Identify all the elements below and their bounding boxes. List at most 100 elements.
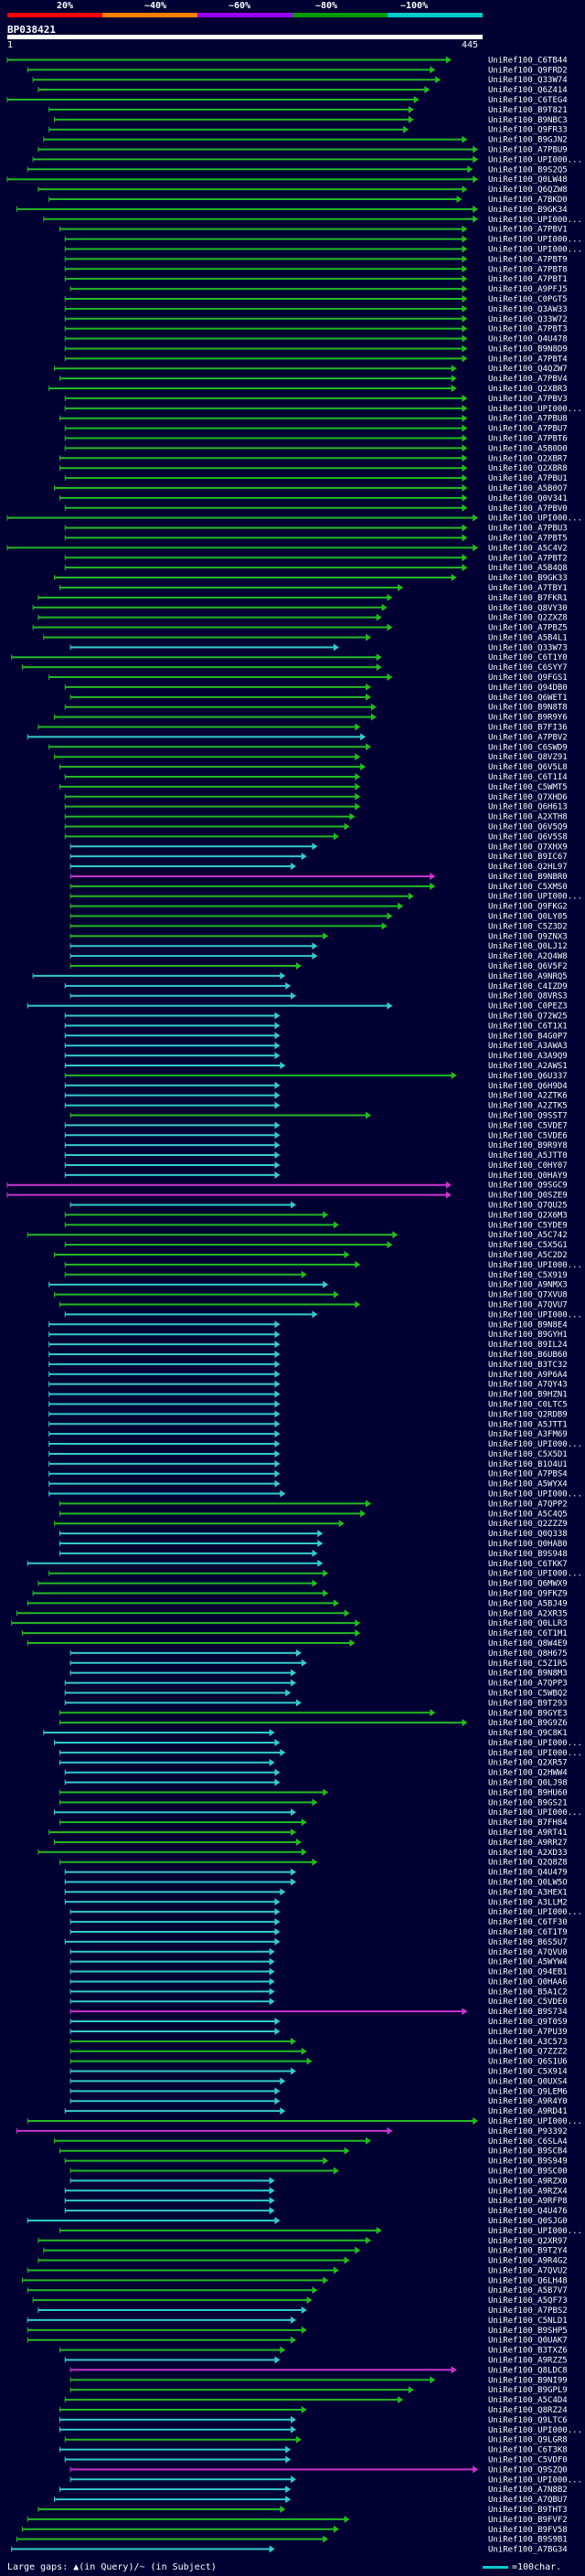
hit-label[interactable]: UniRef100_A2ZTK6: [488, 1092, 568, 1101]
hit-label[interactable]: UniRef100_C6T3K8: [488, 2446, 568, 2455]
hit-label[interactable]: UniRef100_C6SWD9: [488, 743, 568, 752]
hit-label[interactable]: UniRef100_A5C2D2: [488, 1251, 568, 1260]
hit-label[interactable]: UniRef100_A9P6A4: [488, 1371, 568, 1380]
hit-label[interactable]: UniRef100_B9N8M3: [488, 1670, 568, 1679]
hit-label[interactable]: UniRef100_A7PBV1: [488, 226, 568, 235]
hit-label[interactable]: UniRef100_A9R4Y0: [488, 2097, 568, 2106]
hit-label[interactable]: UniRef100_C5X5G1: [488, 1241, 568, 1250]
hit-label[interactable]: UniRef100_A5QF73: [488, 2296, 568, 2306]
hit-label[interactable]: UniRef100_C6TF30: [488, 1918, 568, 1927]
hit-label[interactable]: UniRef100_Q0LJ12: [488, 942, 568, 951]
hit-label[interactable]: UniRef100_A7PBU3: [488, 525, 568, 534]
hit-label[interactable]: UniRef100_A9RFP8: [488, 2197, 568, 2206]
hit-label[interactable]: UniRef100_A7PBT6: [488, 435, 568, 444]
hit-label[interactable]: UniRef100_B9THT3: [488, 2506, 568, 2515]
hit-label[interactable]: UniRef100_Q2RDB9: [488, 1410, 568, 1419]
hit-label[interactable]: UniRef100_A7PBS4: [488, 1470, 568, 1479]
hit-label[interactable]: UniRef100_B9GYH1: [488, 1330, 568, 1340]
hit-label[interactable]: UniRef100_A9NRQ5: [488, 972, 568, 981]
hit-label[interactable]: UniRef100_Q2XR97: [488, 2237, 568, 2246]
hit-label[interactable]: UniRef100_A7PBS2: [488, 2306, 568, 2316]
hit-label[interactable]: UniRef100_C6T1X1: [488, 1022, 568, 1031]
hit-label[interactable]: UniRef100_B9FVF2: [488, 2516, 568, 2525]
hit-label[interactable]: UniRef100_A5C4V2: [488, 544, 568, 553]
hit-label[interactable]: UniRef100_B3TC32: [488, 1361, 568, 1370]
hit-label[interactable]: UniRef100_B9N8T8: [488, 704, 568, 713]
hit-label[interactable]: UniRef100_C5VDE6: [488, 1131, 568, 1140]
hit-label[interactable]: UniRef100_A3LLM2: [488, 1898, 568, 1907]
hit-label[interactable]: UniRef100_B9FV58: [488, 2526, 568, 2535]
hit-label[interactable]: UniRef100_Q0LLR3: [488, 1619, 568, 1628]
hit-label[interactable]: UniRef100_C6T1I4: [488, 773, 568, 782]
hit-label[interactable]: UniRef100_Q0LJ98: [488, 1779, 568, 1788]
hit-label[interactable]: UniRef100_Q4U478: [488, 335, 568, 345]
hit-label[interactable]: UniRef100_C6SLA4: [488, 2137, 568, 2147]
hit-label[interactable]: UniRef100_A7PBT1: [488, 275, 568, 284]
hit-label[interactable]: UniRef100_A3HEX1: [488, 1888, 568, 1897]
hit-label[interactable]: UniRef100_B9GJN2: [488, 136, 568, 145]
hit-label[interactable]: UniRef100_C6TEG4: [488, 96, 568, 105]
hit-label[interactable]: UniRef100_Q9SZQ0: [488, 2465, 568, 2475]
hit-label[interactable]: UniRef100_UPI000...: [488, 405, 582, 414]
hit-label[interactable]: UniRef100_A9RR27: [488, 1839, 568, 1848]
hit-label[interactable]: UniRef100_A7N8B2: [488, 2486, 568, 2495]
hit-label[interactable]: UniRef100_Q2HL97: [488, 863, 568, 872]
hit-label[interactable]: UniRef100_UPI000...: [488, 2227, 582, 2236]
hit-label[interactable]: UniRef100_Q8H675: [488, 1649, 568, 1659]
hit-label[interactable]: UniRef100_B9NBR0: [488, 873, 568, 882]
hit-label[interactable]: UniRef100_C5X914: [488, 2068, 568, 2077]
hit-label[interactable]: UniRef100_C5WBQ2: [488, 1689, 568, 1698]
hit-label[interactable]: UniRef100_A7QPP2: [488, 1500, 568, 1509]
hit-label[interactable]: UniRef100_B9R9Y6: [488, 714, 568, 723]
hit-label[interactable]: UniRef100_A7PBT2: [488, 554, 568, 563]
hit-label[interactable]: UniRef100_UPI000...: [488, 216, 582, 225]
hit-label[interactable]: UniRef100_Q0LW48: [488, 175, 568, 185]
hit-label[interactable]: UniRef100_A3A9Q9: [488, 1052, 568, 1061]
hit-label[interactable]: UniRef100_UPI000...: [488, 236, 582, 245]
hit-label[interactable]: UniRef100_Q6QZW8: [488, 186, 568, 195]
hit-label[interactable]: UniRef100_C0PGT5: [488, 295, 568, 304]
hit-label[interactable]: UniRef100_Q9FRD2: [488, 66, 568, 75]
hit-label[interactable]: UniRef100_Q8VRS3: [488, 992, 568, 1002]
hit-label[interactable]: UniRef100_B6S5U7: [488, 1938, 568, 1947]
hit-label[interactable]: UniRef100_Q6S1U6: [488, 2058, 568, 2067]
hit-label[interactable]: UniRef100_Q6WET1: [488, 694, 568, 703]
hit-label[interactable]: UniRef100_B7FH84: [488, 1818, 568, 1828]
hit-label[interactable]: UniRef100_Q7XHD6: [488, 793, 568, 802]
hit-label[interactable]: UniRef100_A7TBY1: [488, 584, 568, 593]
hit-label[interactable]: UniRef100_A7PBV3: [488, 395, 568, 404]
hit-label[interactable]: UniRef100_A7PBT5: [488, 534, 568, 543]
hit-label[interactable]: UniRef100_A7PBT8: [488, 265, 568, 274]
hit-label[interactable]: UniRef100_A3C573: [488, 2038, 568, 2047]
hit-label[interactable]: UniRef100_C6T1M1: [488, 1629, 568, 1638]
hit-label[interactable]: UniRef100_B9IC67: [488, 853, 568, 862]
hit-label[interactable]: UniRef100_UPI000...: [488, 1261, 582, 1270]
hit-label[interactable]: UniRef100_Q94EB1: [488, 1968, 568, 1977]
hit-label[interactable]: UniRef100_Q0LW5O: [488, 1878, 568, 1887]
hit-label[interactable]: UniRef100_Q7ZZZ2: [488, 2048, 568, 2057]
hit-label[interactable]: UniRef100_C5VDE7: [488, 1121, 568, 1130]
hit-label[interactable]: UniRef100_B9R9Y8: [488, 1141, 568, 1150]
hit-label[interactable]: UniRef100_Q2XBR3: [488, 385, 568, 394]
hit-label[interactable]: UniRef100_Q7XHX9: [488, 843, 568, 852]
hit-label[interactable]: UniRef100_A2ZTK5: [488, 1102, 568, 1111]
hit-label[interactable]: UniRef100_B1O4U1: [488, 1460, 568, 1469]
hit-label[interactable]: UniRef100_C0LTC5: [488, 1400, 568, 1409]
hit-label[interactable]: UniRef100_B9IL24: [488, 1341, 568, 1350]
hit-label[interactable]: UniRef100_C6T1Y0: [488, 653, 568, 663]
hit-label[interactable]: UniRef100_Q6MWX9: [488, 1580, 568, 1589]
hit-label[interactable]: UniRef100_B9S734: [488, 2008, 568, 2017]
hit-label[interactable]: UniRef100_A9RZX0: [488, 2177, 568, 2186]
hit-label[interactable]: UniRef100_Q6U337: [488, 1072, 568, 1081]
hit-label[interactable]: UniRef100_A7PBU7: [488, 425, 568, 434]
hit-label[interactable]: UniRef100_C5VDF0: [488, 2455, 568, 2465]
hit-label[interactable]: UniRef100_C6T1T9: [488, 1928, 568, 1937]
hit-label[interactable]: UniRef100_A9RT41: [488, 1829, 568, 1838]
hit-label[interactable]: UniRef100_A7PBV4: [488, 375, 568, 384]
hit-label[interactable]: UniRef100_A2XR35: [488, 1609, 568, 1618]
hit-label[interactable]: UniRef100_A7QBU7: [488, 2496, 568, 2505]
hit-label[interactable]: UniRef100_C5VDE0: [488, 1998, 568, 2007]
hit-label[interactable]: UniRef100_Q3AW33: [488, 305, 568, 314]
hit-label[interactable]: UniRef100_B9N8D9: [488, 345, 568, 354]
hit-label[interactable]: UniRef100_UPI000...: [488, 1490, 582, 1500]
